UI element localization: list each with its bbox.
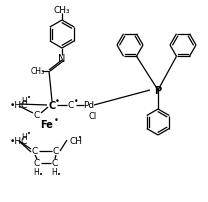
Text: C: C <box>32 147 38 156</box>
Text: •: • <box>74 97 78 106</box>
Text: C: C <box>52 159 58 168</box>
Text: •: • <box>27 95 31 101</box>
Text: •: • <box>54 97 59 106</box>
Text: •: • <box>27 131 31 137</box>
Text: P: P <box>154 86 162 96</box>
Text: C: C <box>34 111 40 120</box>
Text: C: C <box>34 159 40 168</box>
Text: H: H <box>21 132 27 141</box>
Text: Cl: Cl <box>89 112 97 121</box>
Text: C: C <box>48 101 56 110</box>
Text: •HC: •HC <box>10 101 28 110</box>
Text: C: C <box>53 147 59 156</box>
Text: H: H <box>51 168 57 177</box>
Text: •: • <box>39 171 43 177</box>
Text: N: N <box>58 54 66 64</box>
Text: CH₃: CH₃ <box>31 67 45 76</box>
Text: CH: CH <box>69 137 82 146</box>
Text: C: C <box>68 101 74 110</box>
Text: •HC: •HC <box>10 137 28 146</box>
Text: CH₃: CH₃ <box>54 6 70 15</box>
Text: •: • <box>78 134 82 140</box>
Text: Pd: Pd <box>83 101 95 110</box>
Text: H: H <box>33 168 39 177</box>
Text: Fe: Fe <box>41 119 53 129</box>
Text: •: • <box>54 116 58 125</box>
Text: •: • <box>57 171 61 177</box>
Text: H: H <box>21 96 27 105</box>
